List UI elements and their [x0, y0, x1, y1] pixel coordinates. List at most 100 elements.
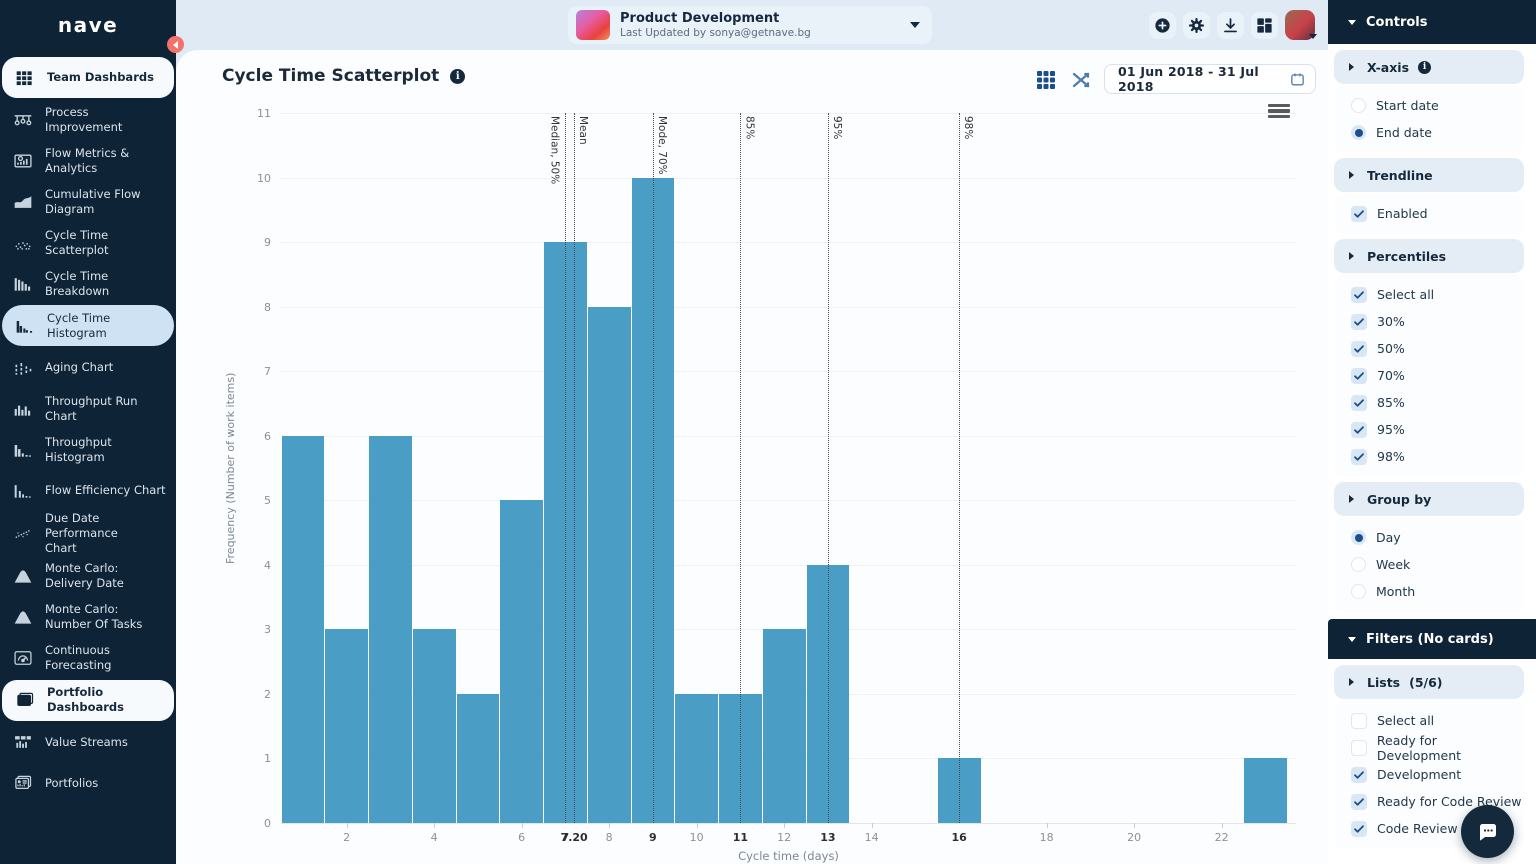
section-header-x-axis[interactable]: X-axis i	[1334, 50, 1524, 84]
checkbox-checked-icon	[1351, 448, 1367, 465]
section-header-label: Group by	[1367, 491, 1432, 507]
checkbox-select-all[interactable]: Select all	[1334, 281, 1524, 308]
checkbox-98[interactable]: 98%	[1334, 443, 1524, 470]
histogram-bar[interactable]	[412, 629, 456, 823]
option-group: Select all 30% 50% 70% 85% 95% 98%	[1334, 275, 1524, 476]
checkbox-ready-for-development[interactable]: Ready for Development	[1334, 733, 1524, 763]
y-gridline	[281, 306, 1296, 308]
section-header-label: Lists	[1367, 674, 1401, 690]
histogram-bar[interactable]	[325, 629, 368, 823]
date-range-input[interactable]: 01 Jun 2018 - 31 Jul 2018	[1104, 64, 1316, 94]
histogram-bar[interactable]	[456, 693, 500, 823]
topbar: Product Development Last Updated by sony…	[176, 0, 1328, 50]
cycle-breakdown-icon	[10, 272, 36, 296]
sidebar-item-portfolio-dashboards[interactable]: Portfolio Dashboards	[2, 679, 174, 721]
sidebar-item-label: Monte Carlo: Number Of Tasks	[45, 602, 143, 632]
sidebar-item-due-date-performance-chart[interactable]: Due Date Performance Chart	[0, 511, 176, 556]
y-axis-tick-label: 8	[264, 300, 271, 314]
radio-start-date[interactable]: Start date	[1334, 92, 1524, 119]
histogram-bar[interactable]	[675, 693, 718, 823]
histogram-bar[interactable]	[369, 435, 412, 823]
cumulative-flow-icon	[10, 190, 36, 214]
caret-right-icon	[1349, 63, 1358, 71]
x-axis-tick	[434, 823, 436, 828]
sidebar-item-aging-chart[interactable]: Aging Chart	[0, 347, 176, 388]
histogram-bar[interactable]	[762, 629, 806, 823]
sidebar: nave Team Dashbards Process Improvement Fl…	[0, 0, 176, 864]
sidebar-item-cycle-time-breakdown[interactable]: Cycle Time Breakdown	[0, 263, 176, 304]
add-button[interactable]	[1149, 11, 1176, 39]
radio-unselected-icon	[1351, 557, 1366, 572]
section-header-lists[interactable]: Lists (5/6)	[1334, 665, 1524, 699]
histogram-bar[interactable]	[1244, 758, 1287, 823]
table-view-icon[interactable]	[1034, 68, 1058, 92]
checkbox-30[interactable]: 30%	[1334, 308, 1524, 335]
portfolios-icon	[10, 771, 36, 795]
histogram-bar[interactable]	[500, 500, 543, 823]
panel-header-filters-no-cards[interactable]: Filters (No cards)	[1328, 619, 1536, 659]
option-label: 85%	[1377, 395, 1405, 410]
info-icon[interactable]: i	[450, 68, 466, 84]
sidebar-item-team-dashbards[interactable]: Team Dashbards	[2, 57, 174, 98]
topbar-actions	[1149, 10, 1317, 40]
radio-end-date[interactable]: End date	[1334, 119, 1524, 146]
checkbox-70[interactable]: 70%	[1334, 362, 1524, 389]
checkbox-code-review[interactable]: Code Review	[1334, 815, 1524, 842]
histogram-bar[interactable]	[587, 306, 631, 823]
section-header-group-by[interactable]: Group by	[1334, 482, 1524, 516]
section-header-trendline[interactable]: Trendline	[1334, 158, 1524, 192]
checkbox-95[interactable]: 95%	[1334, 416, 1524, 443]
x-axis-tick	[1221, 823, 1223, 828]
radio-month[interactable]: Month	[1334, 578, 1524, 605]
sidebar-item-cumulative-flow-diagram[interactable]: Cumulative Flow Diagram	[0, 181, 176, 222]
checkbox-development[interactable]: Development	[1334, 761, 1524, 788]
settings-button[interactable]	[1183, 11, 1210, 39]
dashboards-button[interactable]	[1251, 11, 1278, 39]
checkbox-select-all[interactable]: Select all	[1334, 707, 1524, 734]
sidebar-item-value-streams[interactable]: Value Streams	[0, 722, 176, 763]
section-header-percentiles[interactable]: Percentiles	[1334, 239, 1524, 273]
sidebar-item-flow-metrics-analytics[interactable]: Flow Metrics & Analytics	[0, 140, 176, 181]
panel-header-controls[interactable]: Controls	[1328, 0, 1536, 44]
radio-day[interactable]: Day	[1334, 524, 1524, 551]
y-axis-tick-label: 11	[257, 107, 271, 120]
option-label: Start date	[1376, 98, 1439, 113]
radio-selected-icon	[1351, 125, 1366, 140]
info-icon[interactable]: i	[1418, 60, 1432, 74]
x-axis-percentile-label: 11	[732, 831, 749, 844]
sidebar-item-portfolios[interactable]: Portfolios	[0, 763, 176, 804]
board-selector[interactable]: Product Development Last Updated by sony…	[568, 6, 932, 44]
x-axis-tick	[696, 823, 698, 828]
histogram-bar[interactable]	[281, 435, 325, 823]
scatter-toggle-icon[interactable]	[1069, 68, 1093, 92]
checkbox-checked-icon	[1351, 367, 1367, 384]
sidebar-item-monte-carlo-number-of-tasks[interactable]: Monte Carlo: Number Of Tasks	[0, 597, 176, 638]
export-button[interactable]	[1217, 11, 1244, 39]
chart-context-menu-icon[interactable]	[1268, 102, 1290, 120]
sidebar-item-process-improvement[interactable]: Process Improvement	[0, 99, 176, 140]
chat-button[interactable]	[1461, 805, 1514, 858]
checkbox-enabled[interactable]: Enabled	[1334, 200, 1524, 227]
x-axis-tick-label: 2	[343, 831, 351, 844]
y-gridline	[281, 113, 1296, 114]
sidebar-collapse-button[interactable]	[167, 36, 184, 53]
percentile-line-label: Median, 50%	[548, 116, 561, 185]
radio-week[interactable]: Week	[1334, 551, 1524, 578]
option-group: Day Week Month	[1334, 518, 1524, 611]
checkbox-checked-icon	[1351, 340, 1367, 357]
option-label: Day	[1376, 530, 1401, 545]
sidebar-item-flow-efficiency-chart[interactable]: Flow Efficiency Chart	[0, 470, 176, 511]
y-axis-tick-label: 10	[257, 171, 271, 185]
percentile-line-label: Mean	[577, 116, 590, 145]
checkbox-85[interactable]: 85%	[1334, 389, 1524, 416]
checkbox-50[interactable]: 50%	[1334, 335, 1524, 362]
option-label: Select all	[1377, 713, 1435, 728]
sidebar-item-continuous-forecasting[interactable]: Continuous Forecasting	[0, 638, 176, 679]
sidebar-item-monte-carlo-delivery-date[interactable]: Monte Carlo: Delivery Date	[0, 556, 176, 597]
sidebar-item-throughput-run-chart[interactable]: Throughput Run Chart	[0, 388, 176, 429]
x-axis-percentile-label: 13	[820, 831, 836, 844]
sidebar-item-cycle-time-scatterplot[interactable]: Cycle Time Scatterplot	[0, 222, 176, 263]
user-avatar[interactable]	[1285, 10, 1317, 40]
sidebar-item-throughput-histogram[interactable]: Throughput Histogram	[0, 429, 176, 470]
sidebar-item-cycle-time-histogram[interactable]: Cycle Time Histogram	[2, 305, 174, 346]
